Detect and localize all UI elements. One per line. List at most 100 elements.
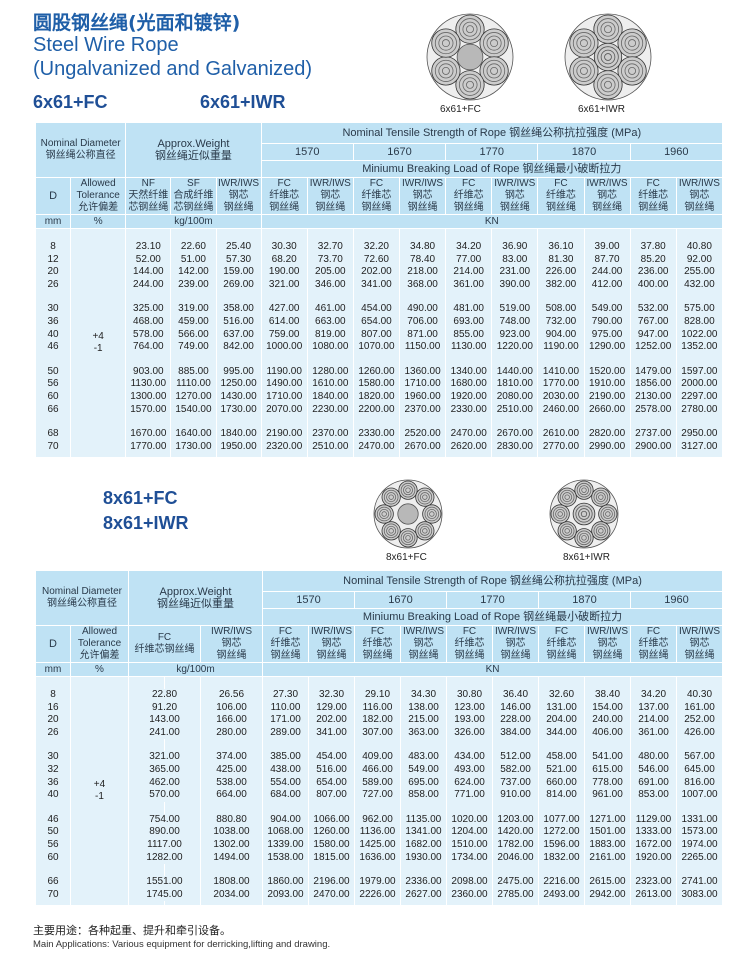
value-cell: 326.00 [446, 726, 493, 740]
diameter-cell: 66 [35, 876, 71, 889]
value-cell: 1260.00 [308, 826, 355, 839]
wire-ring [579, 66, 588, 75]
value-cell: 205.00 [306, 266, 354, 279]
wire-ring [600, 21, 616, 37]
value-cell: 2030.00 [537, 390, 585, 404]
value-cell: 77.00 [445, 253, 493, 267]
weight-col-header-line: 钢丝绳 [223, 202, 254, 213]
strand [422, 504, 442, 524]
gap-cell [584, 864, 631, 877]
diameter-cell: 56 [34, 378, 72, 391]
value-cell: 1538.00 [262, 851, 309, 865]
iwr-col-header-line: 钢芯 [689, 638, 710, 649]
table-row: 12 52.00 51.00 57.30 68.20 73.70 72.60 78.40 77.… [34, 253, 724, 267]
gap-cell [128, 801, 165, 814]
fc-col-header-line: 纤维芯 [270, 638, 301, 649]
diameter-cell: 60 [34, 390, 72, 404]
gap-cell [308, 801, 355, 814]
wire-ring [388, 528, 394, 534]
weight-col-header-line: 合成纤维 [173, 190, 214, 201]
value-cell: 2830.00 [491, 440, 539, 454]
gap-cell [308, 901, 355, 906]
wire-ring [434, 32, 457, 55]
value-cell: 2070.00 [260, 403, 308, 417]
gap-cell [215, 416, 262, 429]
table-row: 20 143.00 166.00 171.00 202.00 182.00 215.00 19… [35, 714, 724, 727]
weight-col-header-line: IWR/IWS [210, 626, 253, 637]
iwr-col-header-line: IWR/IWS [586, 626, 629, 637]
value-cell: 1815.00 [308, 851, 355, 865]
value-cell: 30.80 [446, 689, 493, 702]
value-cell: 2475.00 [492, 876, 539, 889]
value-cell: 693.00 [445, 315, 493, 329]
strand [557, 487, 577, 507]
table-row: 60 1300.00 1270.00 1430.00 1710.00 1840.00 182… [34, 390, 724, 404]
value-cell: 790.00 [583, 315, 631, 329]
value-cell: 855.00 [445, 328, 493, 342]
wire-ring [462, 21, 478, 37]
diameter-cell: 60 [35, 851, 71, 865]
fc-col-header-line: 钢丝绳 [638, 650, 669, 661]
value-cell: 2470.00 [352, 440, 401, 454]
value-cell: 570.00 [128, 789, 201, 802]
gap-cell [215, 353, 262, 366]
value-cell: 1960.00 [398, 390, 447, 404]
diameter-cell: 46 [35, 813, 71, 827]
value-cell: 68.20 [260, 253, 308, 267]
weight-col-header: IWR/IWS 钢芯 钢丝绳 [200, 625, 263, 663]
value-cell: 727.00 [354, 789, 401, 802]
value-cell: 660.00 [538, 776, 585, 790]
wire-ring [600, 77, 616, 93]
gap-cell [445, 291, 493, 304]
wire-ring [458, 73, 482, 96]
unit-weight: kg/100m [128, 662, 263, 677]
strand [617, 28, 647, 58]
value-cell: 73.70 [306, 253, 354, 267]
table-row: 50 890.00 1038.00 1068.00 1260.00 1136.00 1341… [35, 826, 724, 839]
gap-cell [200, 739, 263, 752]
gap-cell [446, 739, 493, 752]
value-cell: 412.00 [583, 278, 631, 292]
table-row: 8 23.10 22.60 25.40 30.30 32.70 32.20 34.80 34.2… [34, 241, 724, 254]
subtitle-en: (Ungalvanized and Galvanized) [33, 58, 313, 80]
iwr-col-header: IWR/IWS 钢芯 钢丝绳 [398, 177, 447, 215]
applications-en: Main Applications: Various equipment for… [33, 939, 331, 950]
value-cell: 1077.00 [538, 813, 585, 827]
value-cell: 2615.00 [584, 876, 631, 889]
value-cell: 363.00 [400, 726, 447, 740]
value-cell: 1282.00 [128, 851, 201, 865]
value-cell: 481.00 [445, 303, 493, 316]
strand [398, 528, 418, 548]
fc-col-header: FC 纤维芯 钢丝绳 [538, 625, 585, 663]
value-cell: 2196.00 [308, 876, 355, 889]
value-cell: 1150.00 [398, 341, 447, 354]
tolerance-value-line: -1 [93, 343, 103, 355]
value-cell: 344.00 [538, 726, 585, 740]
value-cell: 2370.00 [306, 428, 354, 441]
weight-col-header-line: 芯钢丝绳 [173, 202, 214, 213]
gap-cell [675, 228, 724, 241]
nominal-diameter-label: Nominal Diameter [40, 138, 121, 149]
diameter-cell: 20 [35, 714, 71, 727]
diameter-cell: 12 [34, 253, 72, 267]
d-header: D [34, 177, 72, 215]
value-cell: 1734.00 [446, 851, 493, 865]
value-cell: 2330.00 [445, 403, 493, 417]
value-cell: 538.00 [200, 776, 263, 790]
value-cell: 923.00 [491, 328, 539, 342]
value-cell: 706.00 [398, 315, 447, 329]
diameter-cell: 20 [34, 266, 72, 279]
value-cell: 1920.00 [630, 851, 677, 865]
value-cell: 341.00 [352, 278, 401, 292]
value-cell: 57.30 [215, 253, 262, 267]
wire-ring [466, 80, 474, 89]
wire-ring [576, 35, 592, 51]
iwr-col-header-line: 钢丝绳 [500, 650, 531, 661]
value-cell: 368.00 [398, 278, 447, 292]
value-cell: 816.00 [675, 776, 724, 790]
value-cell: 624.00 [446, 776, 493, 790]
wire-ring [417, 523, 433, 539]
approx-weight-header: Approx.Weight 钢丝绳近似重量 [125, 122, 262, 178]
value-cell: 81.30 [537, 253, 585, 267]
gap-cell [630, 739, 677, 752]
